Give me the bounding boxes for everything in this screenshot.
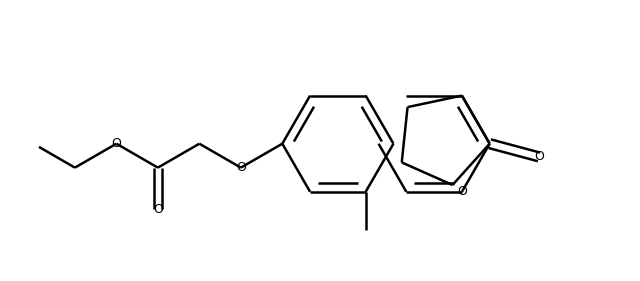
Text: O: O xyxy=(111,137,122,150)
Text: O: O xyxy=(153,203,163,216)
Text: O: O xyxy=(457,185,467,198)
Text: O: O xyxy=(534,150,544,164)
Text: O: O xyxy=(236,161,246,174)
